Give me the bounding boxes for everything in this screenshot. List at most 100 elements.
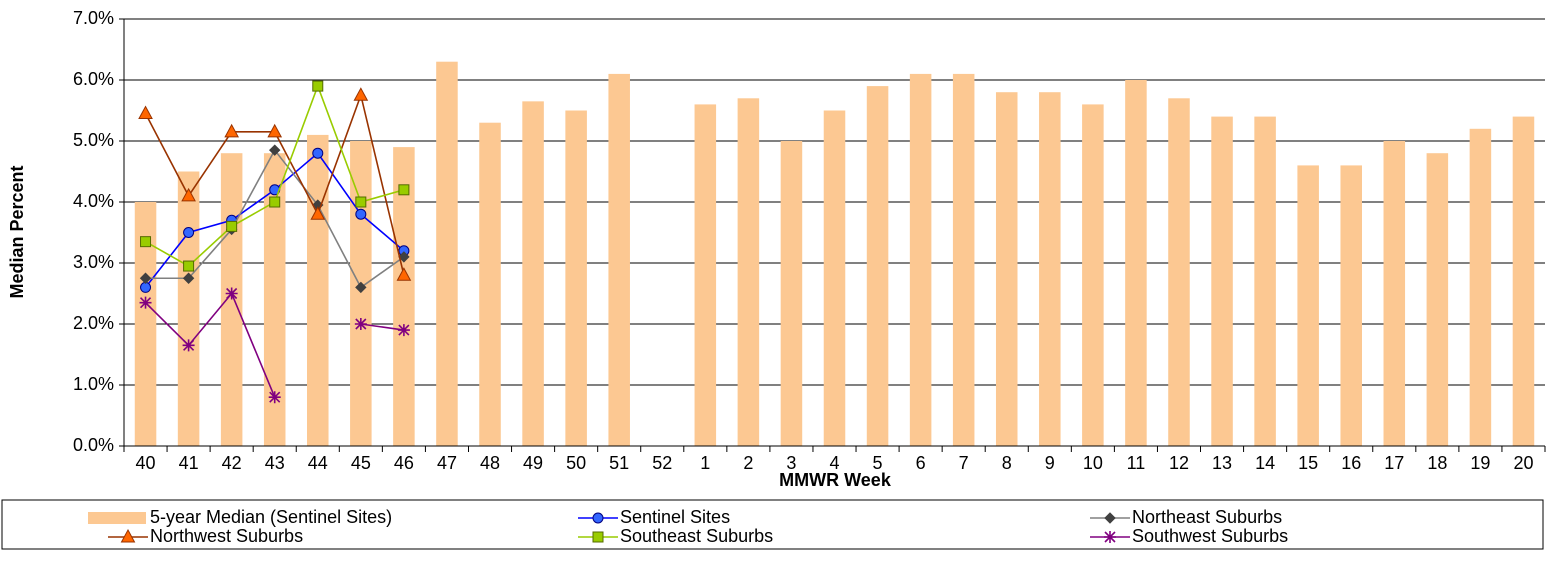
bar — [866, 86, 889, 446]
point-marker — [398, 184, 410, 196]
bar — [522, 101, 544, 446]
legend-label: Southwest Suburbs — [1132, 526, 1288, 546]
x-tick-label: 43 — [265, 453, 285, 473]
point-marker — [312, 147, 324, 159]
bar — [608, 73, 630, 447]
bar — [177, 171, 200, 446]
bar — [909, 73, 932, 447]
legend-marker — [1104, 512, 1116, 524]
x-tick-label: 8 — [1002, 453, 1012, 473]
x-tick-label: 14 — [1255, 453, 1275, 473]
point-marker — [354, 318, 367, 330]
point-marker — [267, 123, 283, 138]
x-tick-label: 5 — [873, 453, 883, 473]
bar — [1297, 165, 1319, 446]
bar — [780, 141, 803, 446]
x-tick-label: 1 — [700, 453, 710, 473]
x-axis-title: MMWR Week — [779, 470, 892, 490]
bar — [393, 147, 415, 446]
y-tick-label: 1.0% — [73, 374, 114, 394]
point-marker — [226, 220, 238, 232]
point-marker — [182, 272, 195, 284]
legend-label: Northwest Suburbs — [150, 526, 303, 546]
x-tick-label: 7 — [959, 453, 969, 473]
x-tick-label: 13 — [1212, 453, 1232, 473]
bar — [1512, 116, 1535, 446]
bar — [307, 134, 329, 446]
point-marker — [355, 208, 367, 220]
bar — [1082, 104, 1104, 447]
x-tick-label: 48 — [480, 453, 500, 473]
legend-box — [1, 499, 1544, 550]
bar — [436, 61, 458, 446]
x-tick-label: 16 — [1341, 453, 1361, 473]
x-tick-label: 45 — [351, 453, 371, 473]
x-tick-label: 4 — [829, 453, 839, 473]
bar — [134, 202, 157, 446]
bar — [1254, 116, 1276, 446]
x-tick-label: 12 — [1169, 453, 1189, 473]
point-marker — [268, 391, 281, 404]
point-marker — [355, 281, 367, 294]
legend-marker — [120, 528, 136, 543]
legend-marker — [1104, 531, 1116, 543]
point-marker — [182, 339, 195, 352]
x-tick-label: 44 — [308, 453, 328, 473]
bar — [995, 92, 1018, 446]
point-marker — [138, 105, 153, 120]
x-tick-label: 46 — [394, 453, 414, 473]
x-tick-label: 41 — [179, 453, 199, 473]
bar — [1340, 165, 1362, 446]
legend-label: Southeast Suburbs — [620, 526, 773, 546]
y-tick-label: 2.0% — [73, 313, 114, 333]
bar — [737, 98, 760, 447]
x-tick-label: 9 — [1045, 453, 1055, 473]
y-tick-label: 7.0% — [73, 8, 114, 28]
x-tick-label: 20 — [1513, 453, 1533, 473]
bar — [1039, 92, 1061, 446]
x-tick-label: 18 — [1427, 453, 1447, 473]
bar — [1469, 128, 1492, 447]
x-tick-label: 51 — [609, 453, 629, 473]
bar — [1383, 141, 1406, 446]
point-marker — [312, 80, 324, 92]
series-line — [144, 291, 405, 398]
bar — [479, 122, 501, 446]
x-tick-label: 40 — [136, 453, 156, 473]
bar — [1168, 98, 1190, 447]
x-tick-label: 19 — [1470, 453, 1490, 473]
bar — [220, 153, 243, 446]
x-tick-label: 11 — [1127, 453, 1146, 473]
x-tick-label: 2 — [743, 453, 753, 473]
x-tick-label: 42 — [222, 453, 242, 473]
y-tick-label: 3.0% — [73, 252, 114, 272]
point-marker — [183, 227, 195, 238]
x-tick-label: 6 — [916, 453, 926, 473]
x-tick-label: 50 — [566, 453, 586, 473]
point-marker — [397, 324, 410, 337]
point-marker — [224, 123, 239, 138]
legend-label: Sentinel Sites — [620, 507, 730, 527]
point-marker — [355, 196, 367, 208]
y-tick-label: 6.0% — [73, 69, 114, 89]
bar — [350, 141, 372, 446]
bar — [1426, 153, 1449, 446]
x-tick-label: 17 — [1384, 453, 1404, 473]
legend-marker — [592, 512, 604, 524]
bar — [823, 110, 846, 446]
point-marker — [140, 236, 152, 248]
bar — [694, 104, 717, 447]
y-tick-label: 0.0% — [73, 435, 114, 455]
bar — [1211, 116, 1233, 446]
bar — [565, 110, 587, 446]
bar — [1125, 80, 1147, 446]
point-marker — [396, 267, 412, 281]
legend-marker — [592, 531, 604, 543]
point-marker — [183, 260, 195, 272]
bar — [263, 153, 286, 446]
point-marker — [139, 296, 152, 309]
point-marker — [181, 187, 196, 202]
point-marker — [225, 287, 238, 300]
y-tick-label: 4.0% — [73, 191, 114, 211]
